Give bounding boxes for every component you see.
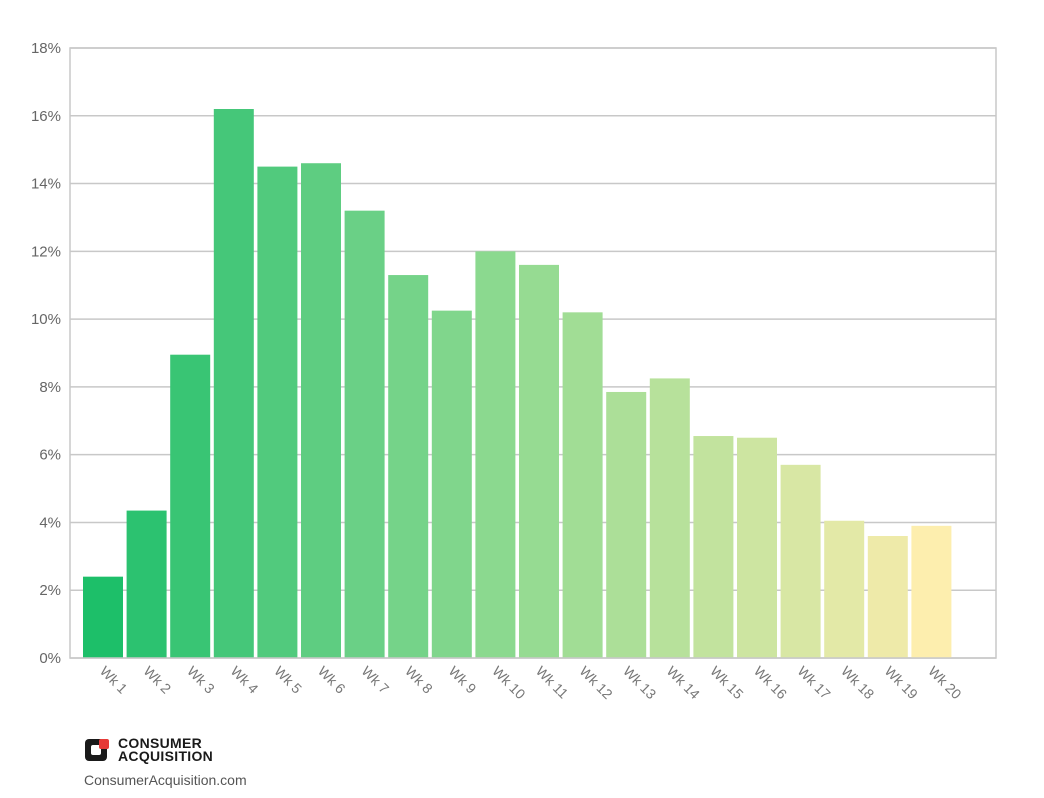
plot-frame (69, 47, 997, 659)
bar-20 (911, 525, 952, 658)
y-tick-label: 6% (39, 447, 61, 464)
y-tick-label: 2% (39, 582, 61, 599)
x-tick-label: Wk 7 (358, 663, 392, 697)
x-tick-label: Wk 15 (707, 663, 747, 703)
y-tick-label: 4% (39, 514, 61, 531)
bar-17 (780, 464, 821, 658)
x-tick-label: Wk 13 (620, 663, 660, 703)
x-tick-label: Wk 3 (184, 663, 218, 697)
bar-16 (737, 437, 777, 658)
x-tick-label: Wk 12 (576, 663, 616, 703)
bar-19 (867, 536, 908, 658)
brand-logo: CONSUMER ACQUISITION (84, 736, 247, 764)
bar-chart: 0%2%4%6%8%10%12%14%16%18% Wk 1 Wk 2 Wk 3 Wk… (31, 40, 997, 703)
brand-name: CONSUMER ACQUISITION (118, 735, 214, 764)
x-tick-label: Wk 14 (664, 663, 704, 703)
bar-18 (824, 520, 865, 658)
x-tick-label: Wk 20 (925, 663, 965, 703)
bar-14 (649, 378, 690, 658)
x-tick-label: Wk 6 (315, 663, 349, 697)
y-axis-ticks: 0% 2% 4% 6% 8% 10% 12% 14% 16% 18% (31, 40, 61, 667)
y-tick-label: 10% (31, 311, 61, 328)
bar-7 (344, 210, 385, 658)
x-tick-label: Wk 18 (838, 663, 878, 703)
bar-11 (519, 264, 559, 658)
x-tick-label: Wk 19 (882, 663, 922, 703)
y-tick-label: 16% (31, 108, 61, 125)
x-tick-label: Wk 16 (751, 663, 791, 703)
y-tick-label: 0% (39, 650, 61, 667)
brand-name-line-1: CONSUMER (118, 735, 203, 751)
brand-block: CONSUMER ACQUISITION ConsumerAcquisition… (84, 736, 247, 788)
bar-3 (170, 354, 211, 658)
x-tick-label: Wk 17 (794, 663, 834, 703)
bar-2 (126, 510, 167, 658)
bar-15 (693, 436, 734, 658)
x-tick-label: Wk 11 (533, 663, 572, 702)
x-tick-label: Wk 9 (446, 663, 480, 697)
y-tick-label: 12% (31, 243, 61, 260)
bar-10 (475, 251, 516, 659)
brand-name-line-2: ACQUISITION (118, 748, 214, 764)
bar-1 (83, 576, 123, 658)
x-axis-ticks: Wk 1 Wk 2 Wk 3 Wk 4 Wk 5 Wk 6 Wk 7 Wk 8 Wk 9 Wk 1… (97, 663, 965, 703)
x-tick-label: Wk 10 (489, 663, 529, 703)
y-tick-label: 14% (31, 176, 61, 193)
consumer-acquisition-logo-icon (85, 739, 109, 761)
x-tick-label: Wk 8 (402, 663, 436, 697)
x-tick-label: Wk 2 (140, 663, 174, 697)
brand-url: ConsumerAcquisition.com (84, 772, 247, 788)
bar-5 (257, 166, 298, 658)
x-tick-label: Wk 4 (228, 663, 262, 697)
y-tick-label: 18% (31, 40, 61, 57)
x-tick-label: Wk 5 (271, 663, 305, 697)
x-tick-label: Wk 1 (97, 663, 131, 697)
bar-6 (301, 163, 341, 658)
bar-13 (606, 391, 647, 658)
bar-9 (431, 310, 472, 658)
y-tick-label: 8% (39, 379, 61, 396)
bars (83, 109, 952, 659)
bar-8 (388, 275, 429, 658)
bar-12 (562, 312, 603, 658)
bar-4 (213, 109, 254, 658)
